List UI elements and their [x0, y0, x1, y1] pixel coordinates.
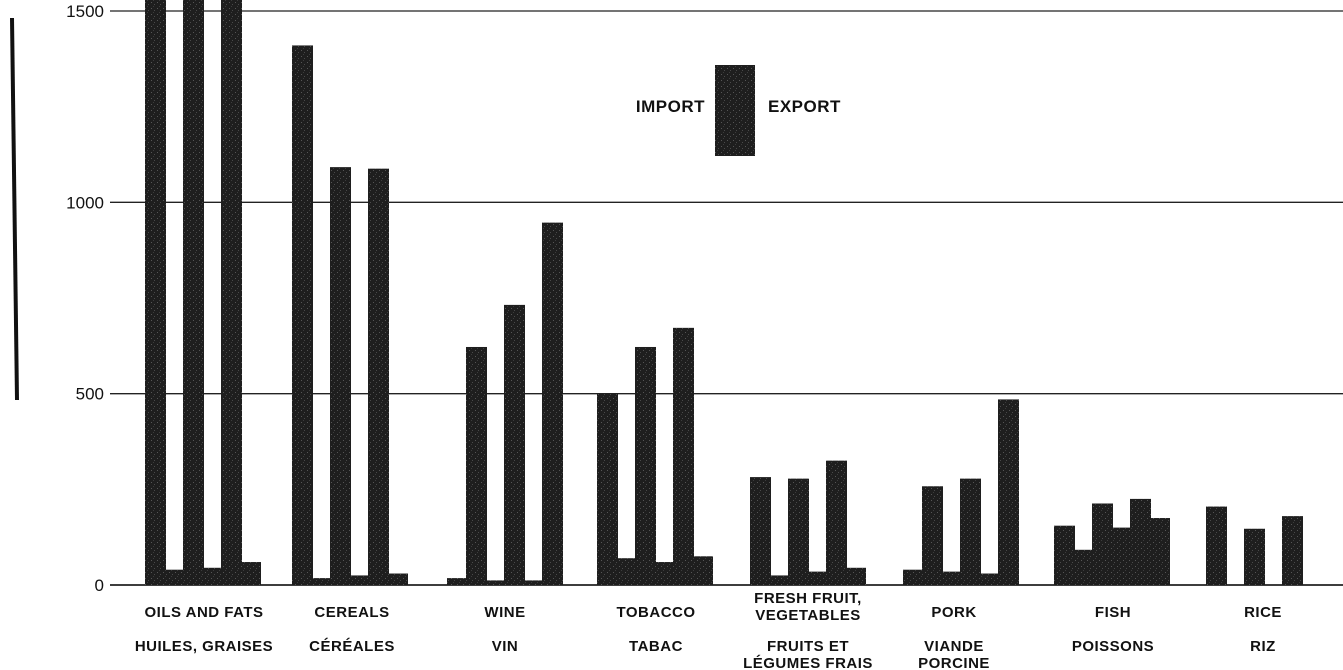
- y-tick-label: 0: [95, 576, 104, 595]
- bar: [164, 569, 185, 585]
- bar: [941, 571, 962, 585]
- category-labels: OILS AND FATS HUILES, GRAISES CEREALS CÉRÉA…: [135, 590, 1282, 670]
- y-tick-label: 1000: [66, 193, 104, 212]
- y-tick-label: 1500: [66, 2, 104, 21]
- bar: [485, 580, 506, 585]
- category-label-fr: CÉRÉALES: [309, 638, 395, 655]
- bar: [635, 346, 656, 585]
- category-label-en: VEGETABLES: [755, 607, 861, 624]
- left-edge-mark: [10, 17, 19, 401]
- bar: [349, 575, 370, 585]
- bar: [788, 478, 809, 585]
- bar: [1282, 516, 1303, 585]
- category-label-fr: PORCINE: [918, 655, 990, 670]
- category-label-en: OILS AND FATS: [145, 604, 264, 621]
- bar-group: [1206, 506, 1303, 585]
- category-label-en: PORK: [931, 604, 976, 621]
- bar: [1206, 506, 1227, 585]
- bar: [845, 567, 866, 585]
- category-label-fr: LÉGUMES FRAIS: [743, 655, 873, 670]
- bar: [1054, 525, 1075, 585]
- bar-group: [597, 327, 713, 585]
- category-label-en: FRESH FRUIT,: [754, 590, 862, 607]
- bar: [368, 168, 389, 585]
- bar: [597, 393, 618, 585]
- bar: [654, 562, 675, 585]
- bar: [769, 575, 790, 585]
- category-label-fr: RIZ: [1250, 638, 1276, 655]
- bar: [1130, 498, 1151, 585]
- bar: [523, 580, 544, 585]
- category-label-en: TOBACCO: [616, 604, 695, 621]
- bar-group: [903, 399, 1019, 585]
- legend: IMPORT EXPORT: [636, 65, 841, 156]
- bar: [807, 571, 828, 585]
- category-label-fr: TABAC: [629, 638, 683, 655]
- bar-group: [145, 0, 261, 586]
- bar: [922, 486, 943, 585]
- bar: [903, 569, 924, 585]
- bar: [145, 0, 166, 586]
- bars: [145, 0, 1303, 586]
- bar: [447, 578, 468, 585]
- bar: [616, 558, 637, 585]
- bar: [692, 556, 713, 585]
- bar: [311, 578, 332, 585]
- bar: [542, 222, 563, 585]
- bar: [1111, 527, 1132, 585]
- bar: [330, 167, 351, 586]
- legend-import-label: IMPORT: [636, 97, 705, 116]
- bar: [979, 573, 1000, 585]
- category-label-en: WINE: [484, 604, 525, 621]
- y-tick-label: 500: [76, 385, 104, 404]
- bar-group: [292, 45, 408, 586]
- category-label-en: RICE: [1244, 604, 1282, 621]
- bar: [1244, 528, 1265, 585]
- bar: [1149, 518, 1170, 585]
- category-label-fr: HUILES, GRAISES: [135, 638, 273, 655]
- category-label-fr: VIANDE: [924, 638, 984, 655]
- bar: [183, 0, 204, 586]
- bar: [292, 45, 313, 585]
- bar: [504, 304, 525, 585]
- bar: [1092, 503, 1113, 585]
- bar: [240, 562, 261, 585]
- category-label-fr: POISSONS: [1072, 638, 1154, 655]
- category-label-en: CEREALS: [314, 604, 389, 621]
- bar: [466, 346, 487, 585]
- bar: [826, 460, 847, 585]
- legend-export-label: EXPORT: [768, 97, 841, 116]
- bar: [387, 573, 408, 585]
- bar-group: [750, 460, 866, 585]
- legend-swatch: [715, 65, 755, 156]
- bar: [221, 0, 242, 586]
- bar: [202, 567, 223, 585]
- bar: [998, 399, 1019, 585]
- y-axis: 0 500 1000 1500: [10, 2, 104, 595]
- bar-group: [1054, 498, 1170, 585]
- bar: [1073, 549, 1094, 585]
- bar: [750, 477, 771, 585]
- category-label-fr: VIN: [492, 638, 519, 655]
- category-label-fr: FRUITS ET: [767, 638, 849, 655]
- bar: [673, 327, 694, 585]
- category-label-en: FISH: [1095, 604, 1131, 621]
- bar-group: [447, 222, 563, 585]
- bar: [960, 478, 981, 585]
